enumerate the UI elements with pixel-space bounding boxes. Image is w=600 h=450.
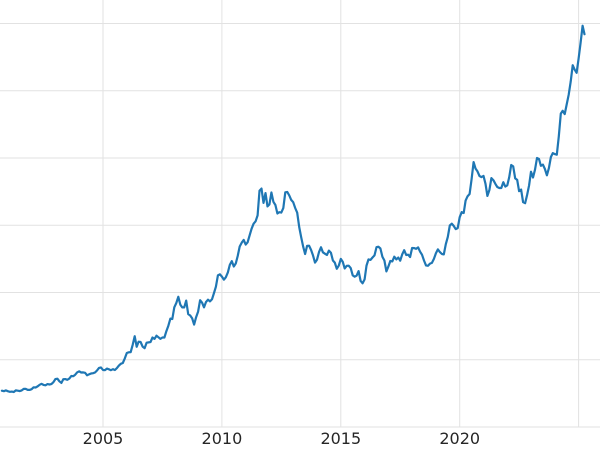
x-tick-label-2010: 2010 [202, 429, 243, 448]
price-series-line [0, 24, 586, 394]
x-tick-label-2005: 2005 [83, 429, 124, 448]
x-tick-label-2015: 2015 [320, 429, 361, 448]
x-tick-label-2020: 2020 [439, 429, 480, 448]
